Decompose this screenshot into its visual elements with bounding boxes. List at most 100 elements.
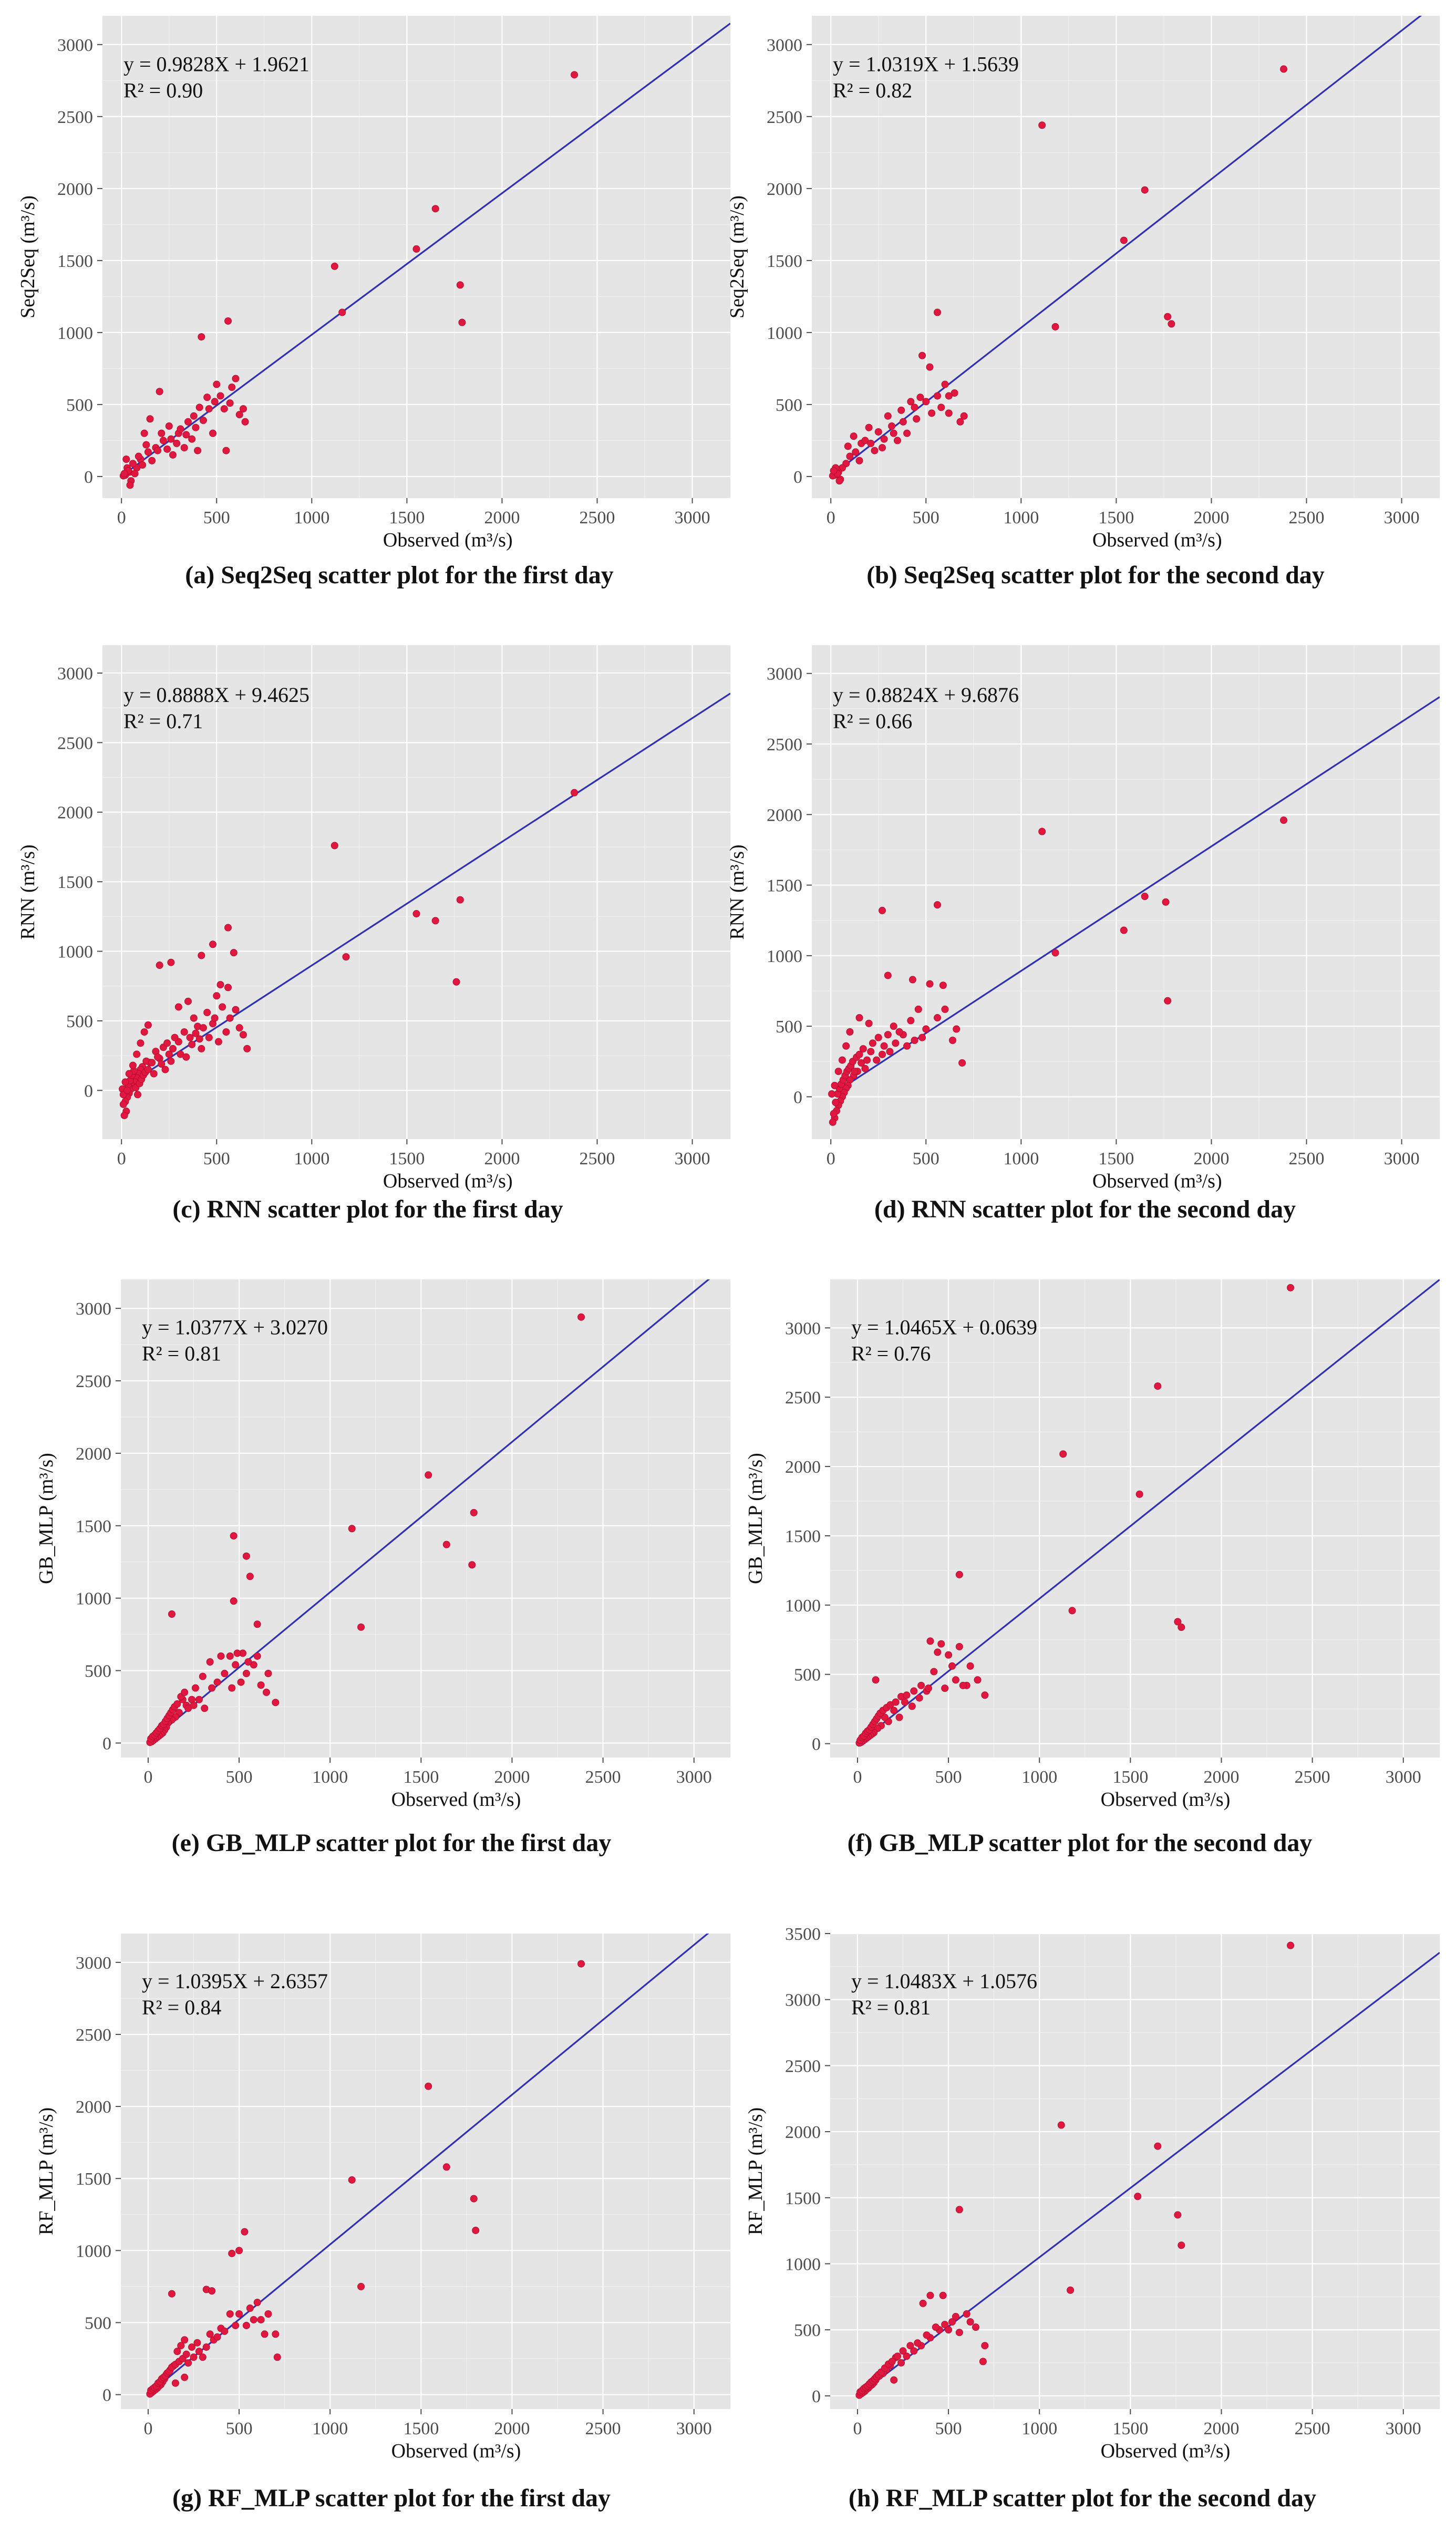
x-axis-title: Observed (m³/s) xyxy=(391,1789,521,1811)
y-tick-label: 3000 xyxy=(785,1991,821,2010)
x-tick-label: 1500 xyxy=(389,508,425,528)
data-point xyxy=(190,412,198,420)
regression-equation: y = 0.9828X + 1.9621 xyxy=(123,53,309,76)
plot-background xyxy=(102,645,730,1139)
data-point xyxy=(226,1652,234,1660)
x-tick-label: 2000 xyxy=(494,1768,530,1787)
data-point xyxy=(214,1038,222,1046)
data-point xyxy=(226,2310,234,2318)
data-point xyxy=(338,308,346,316)
regression-equation: y = 0.8824X + 9.6876 xyxy=(833,683,1019,707)
data-point xyxy=(1059,1450,1067,1458)
data-point xyxy=(472,2226,480,2234)
data-point xyxy=(202,2343,210,2351)
data-point xyxy=(159,437,167,445)
data-point xyxy=(923,2331,931,2339)
regression-equation: y = 1.0395X + 2.6357 xyxy=(142,1969,328,1993)
data-point xyxy=(156,388,163,396)
y-tick-label: 1000 xyxy=(785,2255,821,2274)
data-point xyxy=(945,1651,953,1659)
data-point xyxy=(148,457,156,464)
x-tick-label: 1000 xyxy=(312,1768,348,1787)
x-tick-label: 1500 xyxy=(1112,1768,1148,1787)
data-point xyxy=(133,1050,141,1058)
data-point xyxy=(830,467,838,474)
x-tick-label: 1000 xyxy=(1021,1768,1057,1787)
data-point xyxy=(199,2353,206,2361)
data-point xyxy=(181,1688,189,1696)
plot-background xyxy=(812,645,1440,1139)
x-tick-label: 0 xyxy=(143,2419,152,2438)
data-point xyxy=(242,2321,250,2329)
data-point xyxy=(953,1025,961,1033)
data-point xyxy=(888,422,896,430)
data-point xyxy=(158,1060,166,1068)
x-tick-label: 1500 xyxy=(403,1768,439,1787)
y-tick-label: 2500 xyxy=(767,108,802,127)
x-tick-label: 500 xyxy=(913,508,939,528)
data-point xyxy=(165,422,173,430)
y-tick-label: 500 xyxy=(85,2313,111,2333)
data-point xyxy=(838,1056,846,1064)
x-tick-label: 2000 xyxy=(1203,2419,1239,2438)
data-point xyxy=(342,953,350,961)
y-tick-label: 1000 xyxy=(76,2241,111,2261)
y-tick-label: 0 xyxy=(793,1088,802,1107)
data-point xyxy=(1287,1941,1295,1949)
grid xyxy=(102,16,730,498)
data-point xyxy=(934,1648,942,1656)
data-point xyxy=(835,477,843,485)
data-point xyxy=(431,205,439,213)
y-axis-title: Seq2Seq (m³/s) xyxy=(726,195,748,318)
data-point xyxy=(211,1014,219,1022)
points xyxy=(829,65,1288,485)
data-point xyxy=(425,1471,432,1479)
data-point xyxy=(903,1042,911,1050)
data-point xyxy=(235,2247,243,2255)
panel-caption: (e) GB_MLP scatter plot for the first da… xyxy=(172,1829,612,1857)
x-tick-label: 3000 xyxy=(676,1768,712,1787)
data-point xyxy=(135,452,142,460)
data-point xyxy=(226,1014,234,1022)
data-point xyxy=(914,2339,922,2347)
data-point xyxy=(272,2330,280,2338)
data-point xyxy=(131,470,139,478)
data-point xyxy=(228,1684,236,1692)
y-axis-title: RF_MLP (m³/s) xyxy=(35,2107,57,2235)
data-point xyxy=(173,439,181,447)
regression-equation: y = 1.0483X + 1.0576 xyxy=(851,1969,1037,1993)
data-point xyxy=(171,2379,179,2387)
panel-caption: (b) Seq2Seq scatter plot for the second … xyxy=(866,561,1325,589)
x-tick-label: 3000 xyxy=(675,508,710,528)
data-point xyxy=(1174,1618,1182,1626)
x-tick-label: 1500 xyxy=(403,2419,439,2438)
y-tick-label: 1000 xyxy=(767,947,802,966)
data-point xyxy=(264,1670,272,1678)
data-point xyxy=(1280,65,1288,73)
x-tick-label: 2000 xyxy=(1193,1149,1229,1169)
data-point xyxy=(452,978,460,986)
data-point xyxy=(181,2373,189,2381)
x-tick-label: 2500 xyxy=(585,1768,621,1787)
data-point xyxy=(158,429,166,437)
points xyxy=(855,1941,1295,2399)
x-tick-label: 2500 xyxy=(1295,1768,1330,1787)
data-point xyxy=(981,1691,989,1699)
data-point xyxy=(224,317,232,325)
data-point xyxy=(1068,1607,1076,1615)
data-point xyxy=(863,1056,871,1064)
data-point xyxy=(192,423,200,431)
data-point xyxy=(203,1009,211,1017)
data-point xyxy=(206,2330,214,2338)
data-point xyxy=(571,71,579,79)
data-point xyxy=(216,392,224,400)
data-point xyxy=(239,1031,247,1039)
data-point xyxy=(867,439,875,447)
x-tick-label: 3000 xyxy=(676,2419,712,2438)
data-point xyxy=(895,1713,903,1721)
x-tick-label: 3000 xyxy=(1386,2419,1421,2438)
data-point xyxy=(831,1081,839,1089)
data-point xyxy=(163,1039,171,1047)
data-point xyxy=(192,1029,200,1037)
x-axis-title: Observed (m³/s) xyxy=(391,2440,521,2462)
